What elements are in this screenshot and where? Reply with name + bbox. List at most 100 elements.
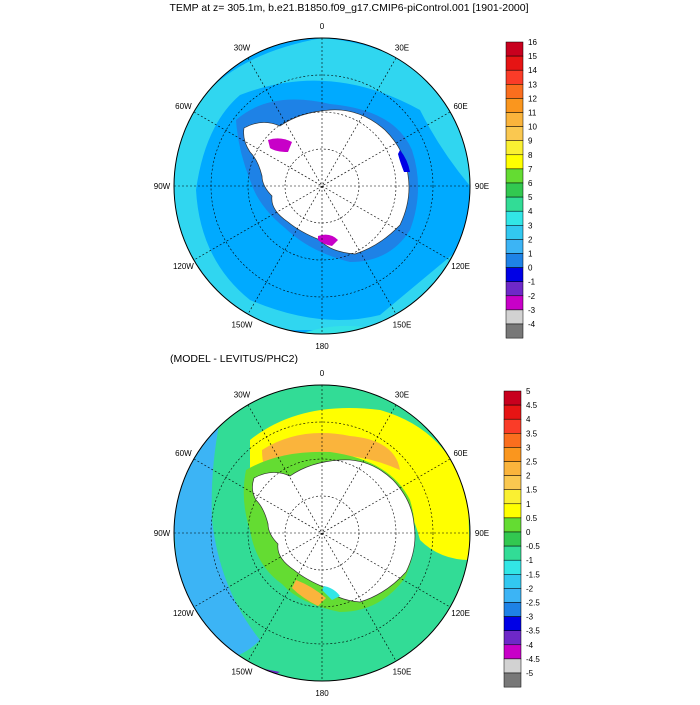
bottom-colorbar-swatch bbox=[503, 503, 522, 519]
bottom-colorbar: 5 4.5 4 3.5 3 2.5 2 1.5 1 0.5 0 -0.5 -1 -1.5 -2 -2.5 -3 -… bbox=[503, 387, 540, 688]
bottom-colorbar-label: -2 bbox=[526, 584, 534, 593]
top-colorbar-label: 15 bbox=[528, 52, 537, 61]
bottom-colorbar-swatch bbox=[503, 531, 522, 547]
top-colorbar-swatch bbox=[505, 281, 524, 297]
bottom-colorbar-label: -4 bbox=[526, 641, 534, 650]
top-colorbar-swatch bbox=[505, 210, 524, 226]
bottom-lon-label: 60E bbox=[453, 449, 467, 458]
top-lon-label: 180 bbox=[315, 342, 329, 351]
top-colorbar-swatch bbox=[505, 112, 524, 127]
top-lon-label: 120E bbox=[451, 262, 470, 271]
bottom-lon-label: 150W bbox=[232, 668, 253, 677]
bottom-colorbar-swatch bbox=[503, 475, 522, 490]
bottom-lon-label: 120E bbox=[451, 609, 470, 618]
bottom-colorbar-swatch bbox=[503, 447, 522, 462]
top-coldwater-east bbox=[398, 150, 410, 172]
bottom-colorbar-label: 3.5 bbox=[526, 429, 538, 438]
top-colorbar-label: -1 bbox=[528, 278, 536, 287]
bottom-map: 0 30E 60E 90E 120E 150E 180 150W 120W 90W 60W 30W bbox=[154, 369, 489, 698]
top-colorbar-swatch bbox=[505, 323, 524, 339]
bottom-lon-label: 120W bbox=[173, 609, 194, 618]
bottom-colorbar-label: -1 bbox=[526, 556, 534, 565]
top-colorbar-label: 0 bbox=[528, 264, 533, 273]
top-colorbar-swatch bbox=[505, 98, 524, 113]
top-lon-label: 60E bbox=[453, 102, 467, 111]
top-colorbar-swatch bbox=[505, 154, 524, 170]
bottom-colorbar-swatch bbox=[503, 489, 522, 505]
top-colorbar-label: 6 bbox=[528, 179, 533, 188]
bottom-colorbar-swatch bbox=[503, 418, 522, 434]
top-colorbar-swatch bbox=[505, 267, 524, 282]
top-longitude-labels: 0 30E 60E 90E 120E 150E 180 150W 120W 90W 60W 30W bbox=[154, 22, 489, 351]
bottom-colorbar-swatch bbox=[503, 644, 522, 660]
top-colorbar-label: 2 bbox=[528, 235, 533, 244]
bottom-colorbar-label: -2.5 bbox=[526, 599, 540, 608]
bottom-colorbar-label: -5 bbox=[526, 669, 534, 678]
bottom-colorbar-swatch bbox=[503, 390, 522, 406]
bottom-colorbar-label: -0.5 bbox=[526, 542, 540, 551]
top-colorbar-label: 13 bbox=[528, 80, 537, 89]
top-colorbar-label: 9 bbox=[528, 137, 533, 146]
top-colorbar-label: 4 bbox=[528, 207, 533, 216]
bottom-cool-west bbox=[174, 420, 260, 658]
bottom-colorbar-swatch bbox=[503, 658, 522, 674]
top-lon-label: 0 bbox=[320, 22, 325, 31]
bottom-colorbar-label: -4.5 bbox=[526, 655, 540, 664]
top-coldwater-ross bbox=[318, 234, 338, 246]
bottom-lon-label: 0 bbox=[320, 369, 325, 378]
bottom-colorbar-label: 4.5 bbox=[526, 401, 538, 410]
top-colorbar-label: -4 bbox=[528, 320, 536, 329]
top-lon-label: 150W bbox=[232, 321, 253, 330]
top-colorbar-swatch bbox=[505, 309, 524, 325]
bottom-colorbar-swatch bbox=[503, 545, 522, 561]
bottom-lon-label: 150E bbox=[393, 668, 412, 677]
top-lon-label: 150E bbox=[393, 321, 412, 330]
top-title: TEMP at z= 305.1m, b.e21.B1850.f09_g17.C… bbox=[169, 2, 528, 14]
top-graticule bbox=[174, 38, 470, 334]
top-colorbar-swatch bbox=[505, 182, 524, 198]
bottom-colorbar-swatch bbox=[503, 574, 522, 589]
top-colorbar-swatch bbox=[505, 239, 524, 254]
bottom-colorbar-swatch bbox=[503, 433, 522, 448]
top-colorbar-label: 16 bbox=[528, 38, 537, 47]
bottom-colorbar-label: 2.5 bbox=[526, 458, 538, 467]
bottom-blue-patch bbox=[322, 586, 340, 600]
bottom-colorbar-label: 0 bbox=[526, 528, 531, 537]
bottom-colorbar-label: 5 bbox=[526, 387, 531, 396]
top-colorbar-swatch bbox=[505, 225, 524, 240]
top-colorbar-swatch bbox=[505, 69, 524, 85]
bottom-longitude-labels: 0 30E 60E 90E 120E 150E 180 150W 120W 90W 60W 30W bbox=[154, 369, 489, 698]
bottom-colorbar-label: 2 bbox=[526, 472, 531, 481]
bottom-orange-patch-ross bbox=[292, 580, 326, 606]
top-colorbar-label: 14 bbox=[528, 66, 537, 75]
top-colorbar-swatch bbox=[505, 84, 524, 99]
top-lon-label: 30W bbox=[234, 43, 251, 52]
top-colorbar-label: 10 bbox=[528, 123, 537, 132]
bottom-lon-label: 180 bbox=[315, 689, 329, 698]
top-colorbar-swatch bbox=[505, 140, 524, 156]
top-colorbar-label: 7 bbox=[528, 165, 533, 174]
bottom-colorbar-swatch bbox=[503, 602, 522, 617]
top-colorbar-label: 1 bbox=[528, 250, 533, 259]
top-colorbar-label: 3 bbox=[528, 221, 533, 230]
bottom-colorbar-swatch bbox=[503, 630, 522, 646]
top-lon-label: 90E bbox=[475, 182, 489, 191]
top-map-border bbox=[173, 37, 471, 335]
bottom-lon-label: 60W bbox=[175, 449, 192, 458]
bottom-colorbar-swatch bbox=[503, 672, 522, 688]
top-lon-label: 60W bbox=[175, 102, 192, 111]
bottom-colorbar-swatch bbox=[503, 559, 522, 575]
top-colorbar-swatch bbox=[505, 55, 524, 71]
top-colorbar-swatch bbox=[505, 295, 524, 311]
top-colorbar-swatch bbox=[505, 126, 524, 141]
top-lon-label: 30E bbox=[395, 43, 409, 52]
bottom-map-border bbox=[173, 384, 471, 682]
top-colorbar-label: 12 bbox=[528, 94, 537, 103]
bottom-colorbar-label: 1.5 bbox=[526, 486, 538, 495]
top-colorbar-swatch bbox=[505, 41, 524, 57]
top-colorbar-swatch bbox=[505, 196, 524, 212]
bottom-antarctica bbox=[252, 459, 416, 603]
